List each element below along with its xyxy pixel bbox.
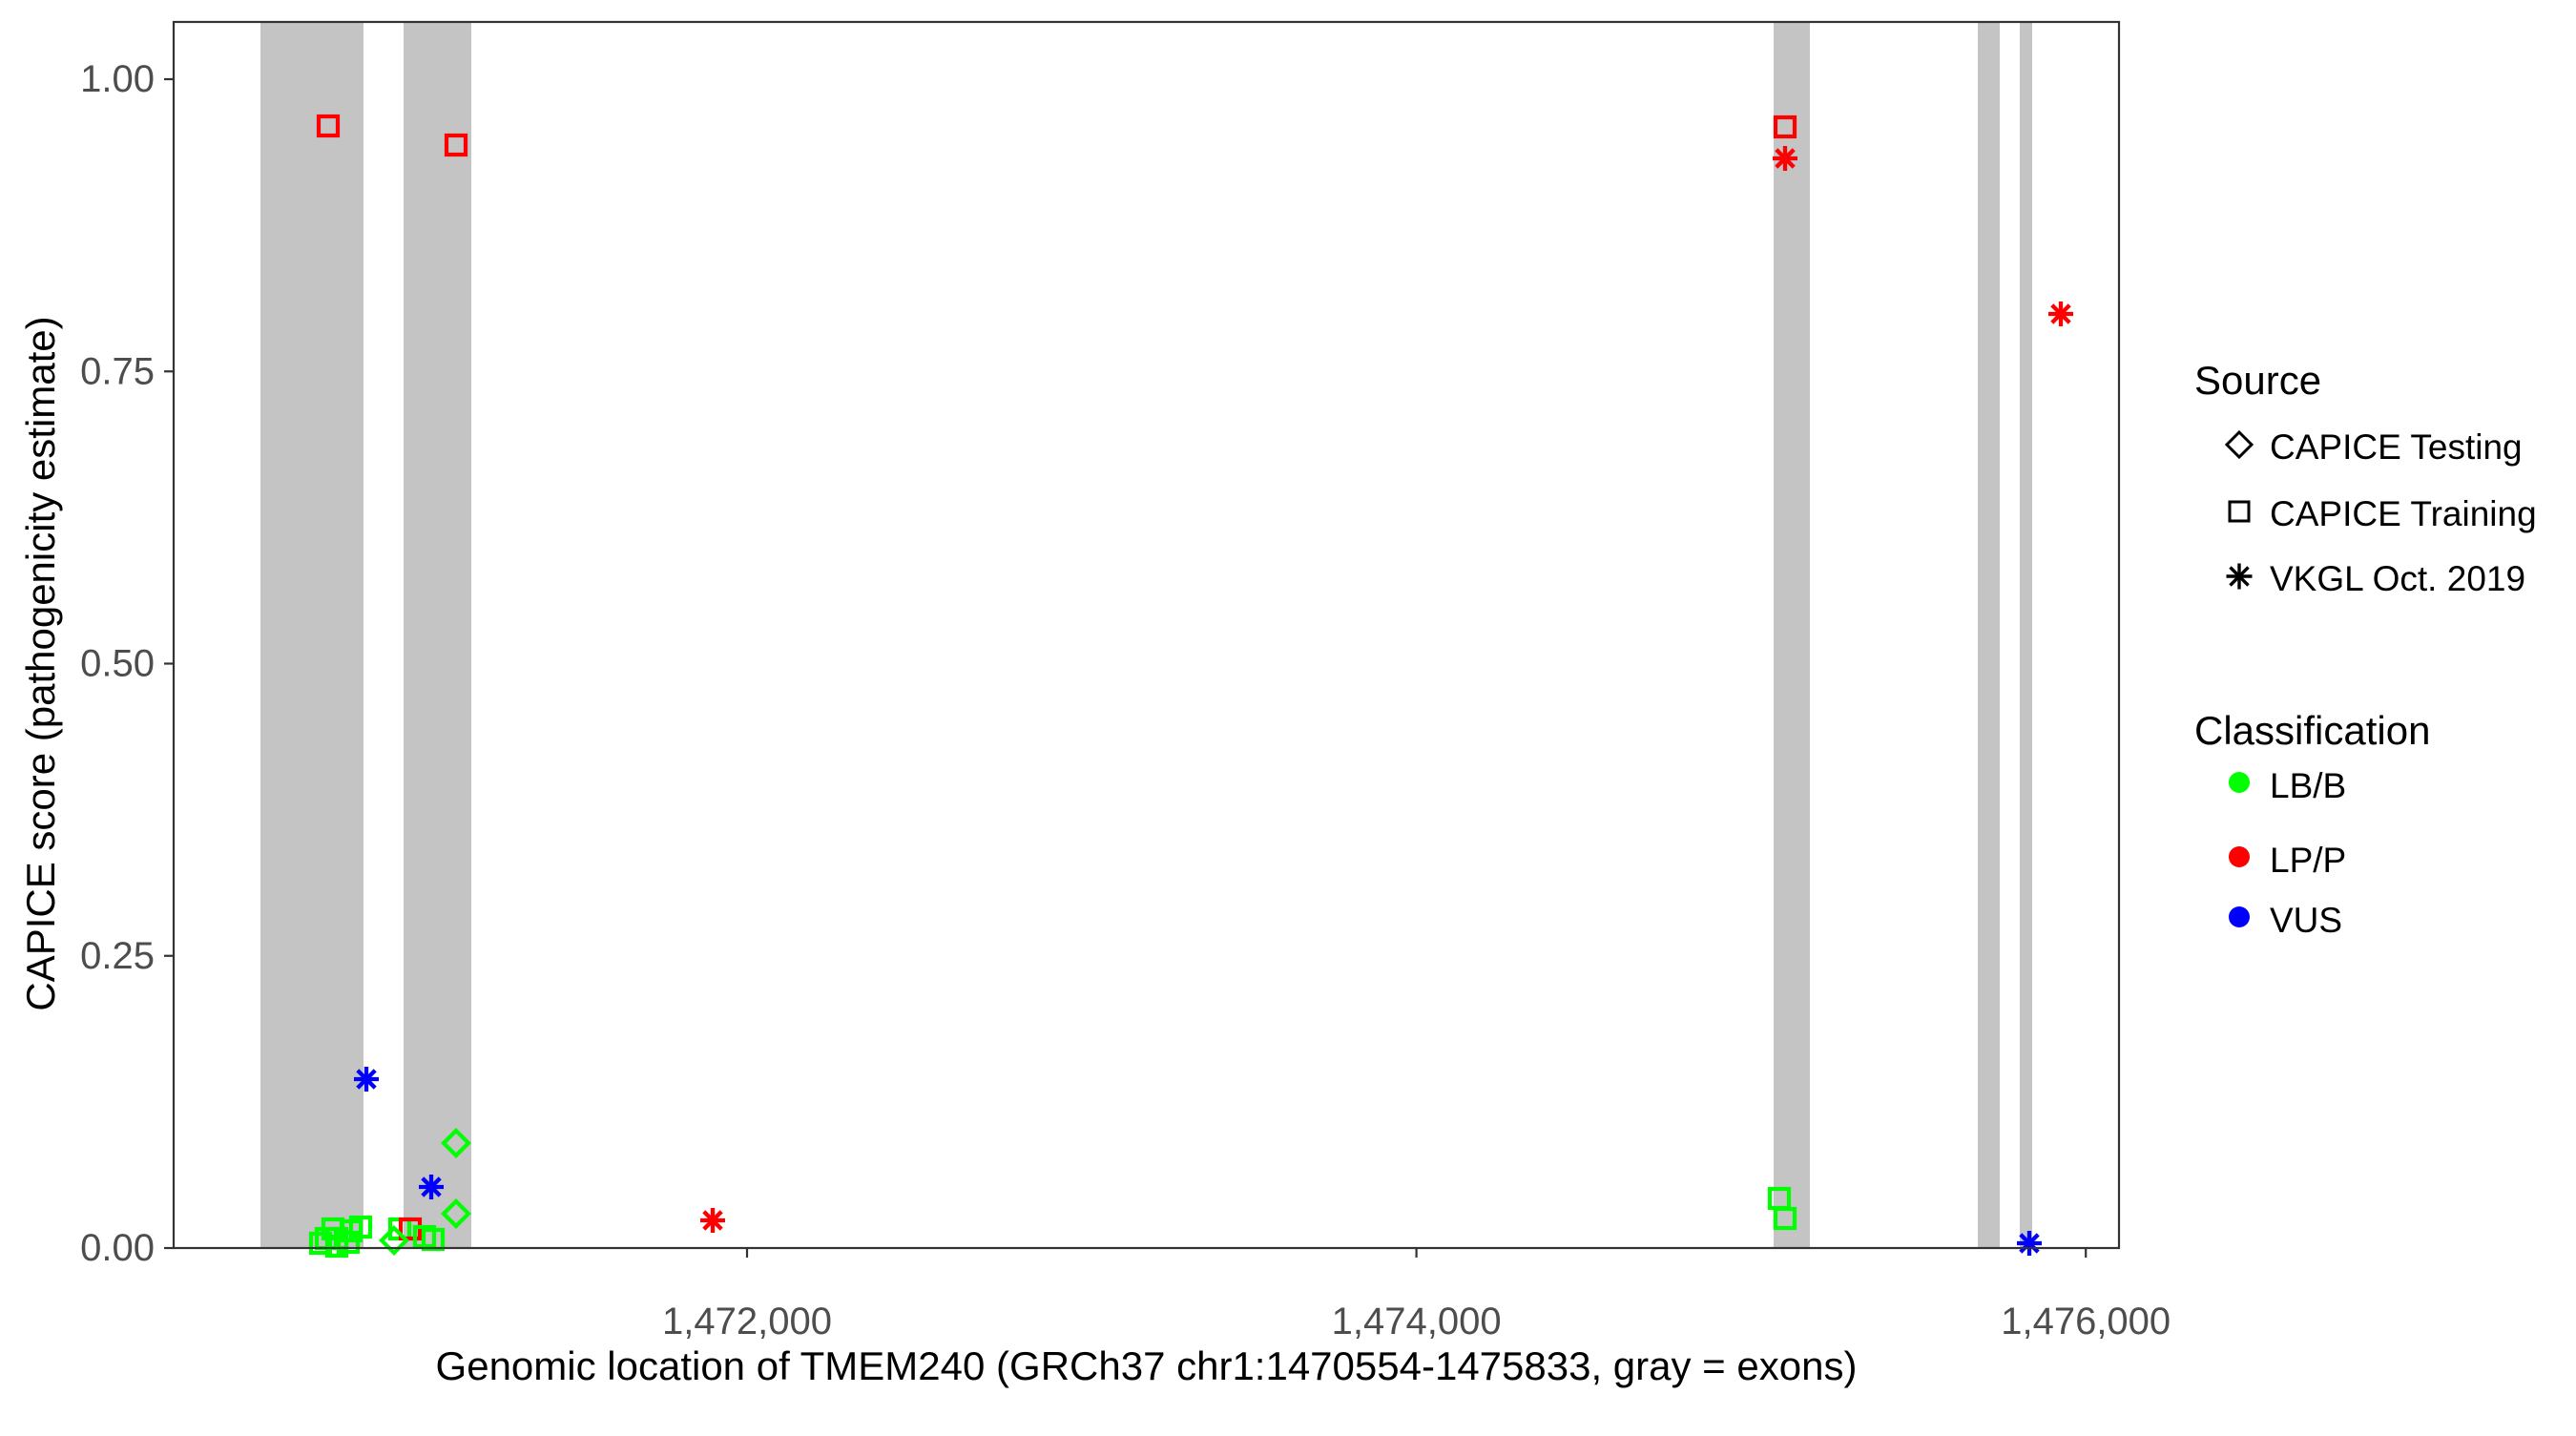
svg-text:1,476,000: 1,476,000 bbox=[2001, 1301, 2171, 1342]
svg-text:0.25: 0.25 bbox=[80, 935, 155, 977]
svg-text:1,472,000: 1,472,000 bbox=[662, 1301, 832, 1342]
svg-text:1.00: 1.00 bbox=[80, 58, 155, 100]
svg-text:0.00: 0.00 bbox=[80, 1227, 155, 1269]
svg-text:0.75: 0.75 bbox=[80, 350, 155, 392]
svg-text:0.50: 0.50 bbox=[80, 643, 155, 685]
svg-text:1,474,000: 1,474,000 bbox=[1332, 1301, 1502, 1342]
